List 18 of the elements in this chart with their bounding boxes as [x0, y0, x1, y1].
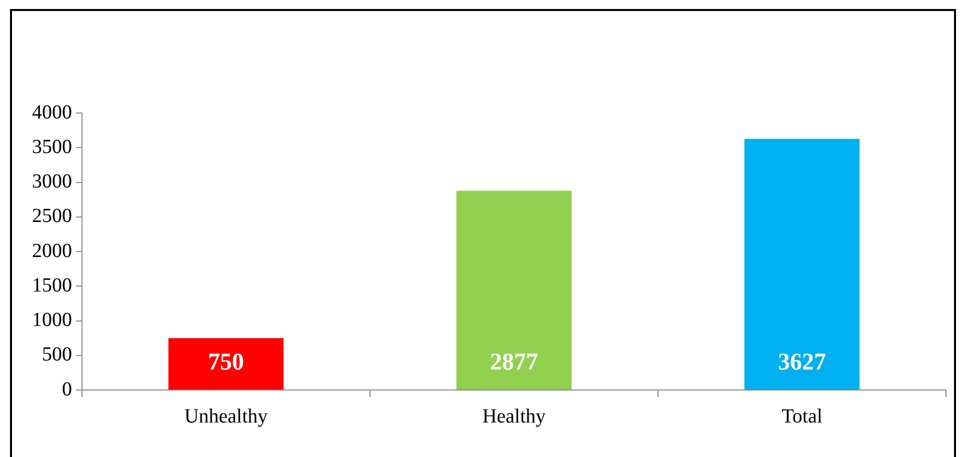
bar	[168, 338, 284, 390]
y-tick-label: 1500	[32, 274, 72, 296]
x-tick-label: Unhealthy	[184, 405, 268, 428]
y-tick-label: 500	[42, 344, 72, 366]
y-tick-label: 3000	[32, 170, 72, 192]
data-label: 750	[208, 350, 244, 376]
x-tick-label: Total	[782, 405, 823, 428]
y-tick-label: 0	[62, 378, 72, 400]
data-label: 3627	[778, 350, 826, 376]
y-tick-label: 2500	[32, 205, 72, 228]
y-tick-label: 2000	[32, 240, 72, 262]
y-tick-label: 3500	[32, 136, 72, 158]
y-tick-label: 4000	[32, 101, 72, 124]
bar	[456, 190, 572, 390]
y-tick-label: 1000	[32, 309, 72, 331]
bar	[744, 138, 860, 390]
x-tick-label: Healthy	[482, 405, 546, 428]
data-label: 2877	[490, 350, 538, 376]
